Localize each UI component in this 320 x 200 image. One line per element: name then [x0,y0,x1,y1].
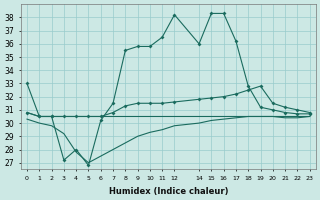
X-axis label: Humidex (Indice chaleur): Humidex (Indice chaleur) [108,187,228,196]
